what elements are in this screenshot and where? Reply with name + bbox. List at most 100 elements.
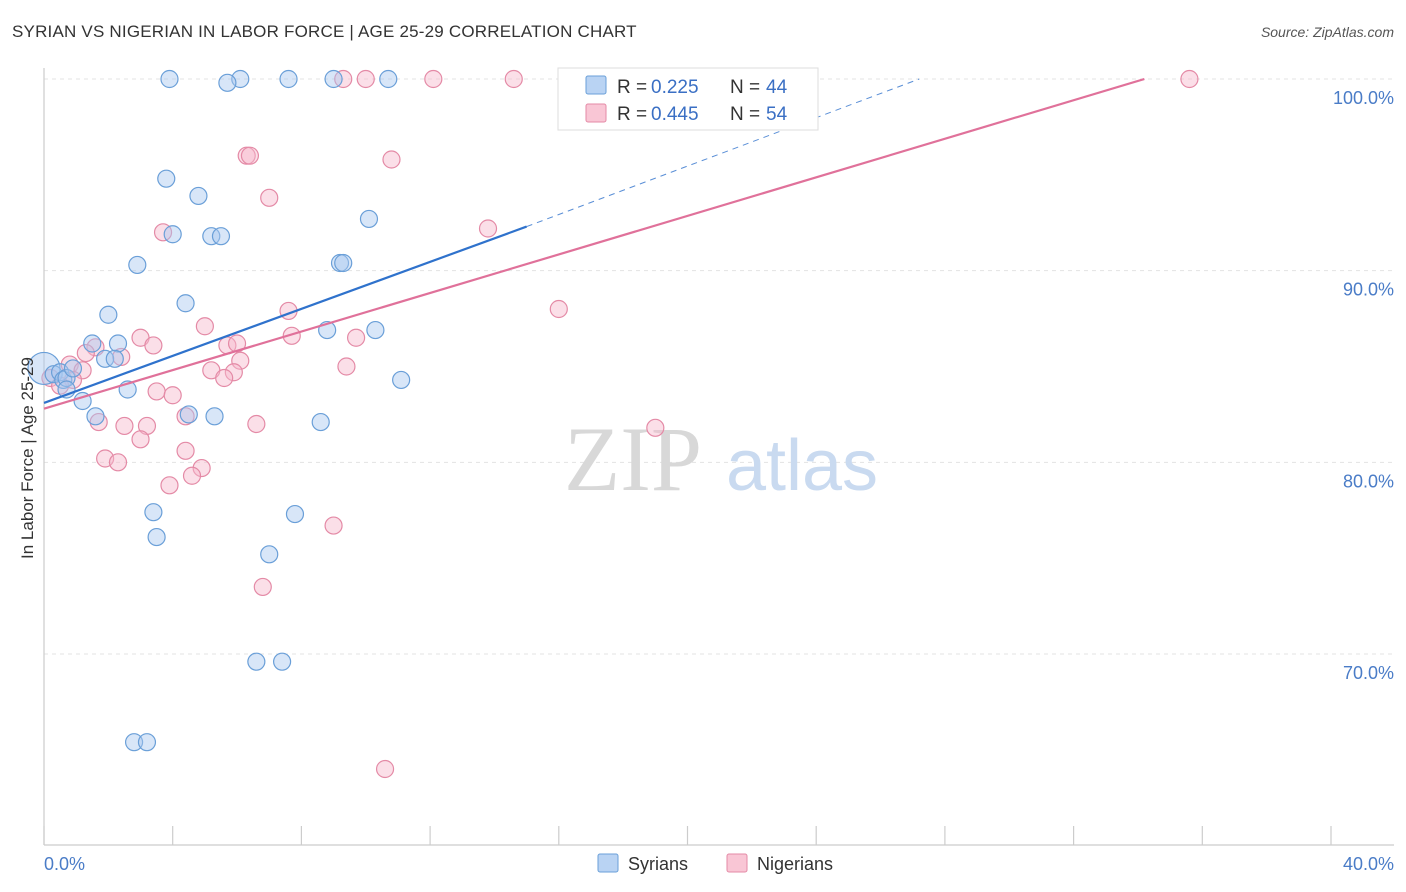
syrians-point bbox=[176, 294, 195, 313]
chart-title: SYRIAN VS NIGERIAN IN LABOR FORCE | AGE … bbox=[12, 22, 637, 41]
legend-syrians-n-value: 44 bbox=[766, 77, 788, 98]
nigerians-point bbox=[424, 69, 443, 89]
syrians-point bbox=[63, 359, 83, 378]
axes bbox=[43, 68, 1394, 846]
legend-box: R = 0.225 N = 44 R = 0.445 N = 54 bbox=[557, 67, 819, 131]
syrians-point bbox=[124, 733, 144, 752]
nigerians-point bbox=[324, 516, 343, 535]
gridlines: 100.0% 90.0% 80.0% 70.0% bbox=[44, 78, 1394, 683]
nigerians-point bbox=[260, 188, 279, 207]
syrians-point bbox=[108, 334, 128, 353]
syrians-point bbox=[137, 733, 157, 752]
nigerians-point bbox=[334, 69, 353, 89]
syrians-point bbox=[202, 227, 221, 246]
syrians-point bbox=[128, 255, 147, 275]
nigerians-point bbox=[504, 69, 523, 89]
syrians-point bbox=[311, 412, 330, 432]
y-tick-label: 70.0% bbox=[1343, 663, 1394, 683]
legend-syrians-n-label: N = bbox=[730, 77, 760, 98]
bottom-legend-syrians-swatch bbox=[597, 853, 619, 873]
legend-syrians-r-label: R = bbox=[617, 77, 647, 98]
syrians-point bbox=[324, 69, 343, 89]
y-tick-label: 80.0% bbox=[1343, 471, 1394, 491]
bottom-legend: Syrians Nigerians bbox=[597, 853, 833, 874]
syrians-point bbox=[163, 225, 182, 244]
nigerians-point bbox=[163, 386, 182, 405]
nigerians-point bbox=[115, 416, 134, 436]
syrians-point bbox=[279, 69, 298, 89]
nigerians-point bbox=[108, 453, 128, 472]
syrians-point bbox=[144, 503, 163, 522]
trend-lines bbox=[43, 77, 1145, 410]
nigerians-point bbox=[231, 351, 250, 370]
nigerians-point bbox=[160, 476, 179, 495]
syrians-point bbox=[260, 545, 279, 564]
source-credit: Source: ZipAtlas.com bbox=[1260, 24, 1394, 40]
nigerians-point bbox=[253, 577, 272, 597]
nigerians-point bbox=[346, 328, 366, 347]
syrians-point bbox=[147, 527, 166, 547]
syrians-point bbox=[189, 186, 208, 206]
nigerians-point bbox=[192, 458, 211, 478]
nigerians-point bbox=[478, 219, 498, 238]
nigerians-point bbox=[1180, 69, 1199, 89]
syrians-point bbox=[379, 69, 398, 89]
syrians-point bbox=[105, 349, 124, 368]
syrians-trend-extension bbox=[526, 78, 920, 228]
nigerians-point bbox=[131, 430, 150, 449]
bottom-legend-syrians-label: Syrians bbox=[628, 854, 688, 874]
syrians-point bbox=[86, 407, 105, 426]
nigerians-point bbox=[375, 759, 395, 779]
nigerians-point bbox=[195, 317, 214, 336]
nigerians-point bbox=[247, 414, 266, 434]
x-tick-max: 40.0% bbox=[1343, 854, 1394, 874]
legend-syrians-swatch bbox=[585, 75, 607, 95]
nigerians-point bbox=[215, 368, 234, 388]
syrians-point bbox=[285, 504, 305, 524]
nigerians-point bbox=[646, 418, 665, 437]
nigerians-point bbox=[227, 334, 247, 353]
nigerians-point bbox=[382, 150, 401, 169]
syrians-point bbox=[83, 334, 102, 353]
nigerians-point bbox=[112, 347, 131, 367]
nigerians-point bbox=[76, 343, 95, 363]
legend-nigerians-n-value: 54 bbox=[766, 104, 788, 125]
syrians-point bbox=[205, 407, 224, 426]
x-tick-min: 0.0% bbox=[44, 854, 85, 874]
legend-nigerians-r-label: R = bbox=[617, 104, 647, 125]
watermark: ZIP atlas bbox=[564, 408, 878, 510]
bottom-legend-nigerians-swatch bbox=[726, 853, 748, 873]
y-axis-label: In Labor Force | Age 25-29 bbox=[18, 357, 37, 559]
legend-syrians-r-value: 0.225 bbox=[651, 77, 699, 98]
syrians-point bbox=[160, 69, 179, 89]
syrians-point bbox=[218, 73, 237, 92]
syrians-point bbox=[392, 370, 411, 390]
legend-nigerians-swatch bbox=[585, 103, 607, 123]
syrians-point bbox=[96, 349, 115, 368]
nigerians-point bbox=[144, 336, 163, 355]
syrians-trend-line bbox=[43, 225, 528, 404]
y-tick-label: 90.0% bbox=[1343, 280, 1394, 300]
syrians-point bbox=[157, 169, 176, 188]
nigerians-point bbox=[356, 69, 375, 89]
nigerians-point bbox=[337, 357, 356, 376]
legend-nigerians-n-label: N = bbox=[730, 104, 760, 125]
watermark-zip: ZIP bbox=[564, 408, 702, 510]
nigerians-point bbox=[240, 146, 260, 165]
nigerians-point bbox=[549, 299, 568, 319]
y-tick-label: 100.0% bbox=[1333, 88, 1394, 108]
bottom-legend-nigerians-label: Nigerians bbox=[757, 854, 833, 874]
series-syrians-points bbox=[27, 69, 411, 752]
watermark-atlas: atlas bbox=[726, 426, 878, 506]
syrians-point bbox=[179, 405, 198, 424]
syrians-point bbox=[247, 652, 266, 671]
legend-nigerians-r-value: 0.445 bbox=[651, 104, 699, 125]
nigerians-point bbox=[182, 466, 202, 485]
syrians-point bbox=[211, 227, 231, 246]
syrians-point bbox=[366, 320, 385, 340]
nigerians-point bbox=[176, 441, 195, 460]
nigerians-trend-line bbox=[43, 77, 1145, 410]
nigerians-point bbox=[176, 407, 195, 426]
syrians-point bbox=[99, 305, 118, 324]
